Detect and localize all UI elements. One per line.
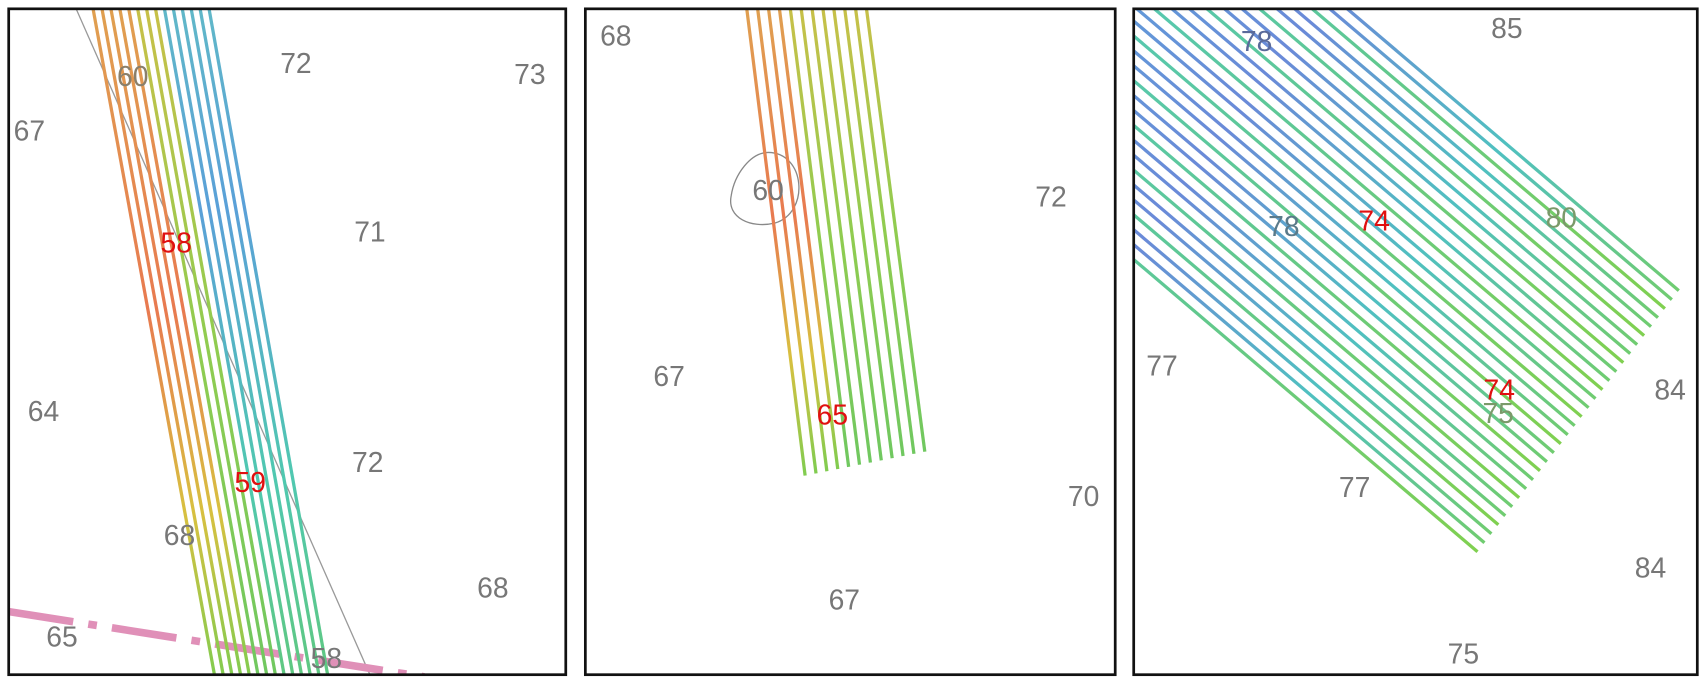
value-label: 65 [46,620,77,652]
value-label: 58 [311,642,342,674]
survey-line [200,6,320,677]
value-label: 65 [817,398,848,430]
value-label: 85 [1491,12,1522,44]
survey-line [904,49,1484,542]
panel: 60 72 73 67 58 71 64 72 59 68 68 65 58 [9,6,546,677]
value-label: 77 [1339,471,1370,503]
value-label: 77 [1146,349,1177,381]
value-label: 68 [477,571,508,603]
value-label: 80 [1546,201,1577,233]
survey-line [918,31,1498,524]
value-label: 84 [1654,373,1685,405]
survey-line [974,0,1554,453]
value-label: 78 [1241,25,1272,57]
panel: 68 60 72 67 65 70 67 [600,6,1099,616]
value-label: 68 [164,519,195,551]
value-label: 68 [600,20,631,52]
value-label: 72 [280,47,311,79]
value-label: 75 [1482,397,1513,429]
survey-line [208,6,328,677]
survey-line [173,6,294,677]
survey-line [191,6,312,677]
survey-line [911,40,1491,533]
page: 60727367587164725968686558 6860726765706… [0,0,1706,677]
value-label: 72 [1035,181,1066,213]
survey-line [939,4,1519,497]
value-label: 70 [1068,480,1099,512]
survey-line [946,0,1526,489]
value-label: 67 [14,114,45,146]
map-view: 60727367587164725968686558 6860726765706… [0,0,1706,677]
value-label: 78 [1268,210,1299,242]
survey-line [182,6,303,677]
value-label: 60 [117,60,148,92]
value-label: 72 [352,446,383,478]
survey-line [932,13,1512,506]
survey-line [960,0,1540,471]
value-label: 67 [829,583,860,615]
survey-line [897,58,1477,551]
value-label: 59 [235,466,266,498]
value-label: 84 [1635,552,1666,584]
panel-frame [585,9,1115,675]
survey-line [925,22,1505,515]
value-label: 71 [354,216,385,248]
value-label: 73 [514,58,545,90]
value-label: 60 [752,174,783,206]
value-label: 74 [1358,205,1389,237]
value-label: 64 [28,395,59,427]
value-label: 75 [1448,638,1479,670]
value-label: 58 [161,226,192,258]
value-label: 67 [653,360,684,392]
